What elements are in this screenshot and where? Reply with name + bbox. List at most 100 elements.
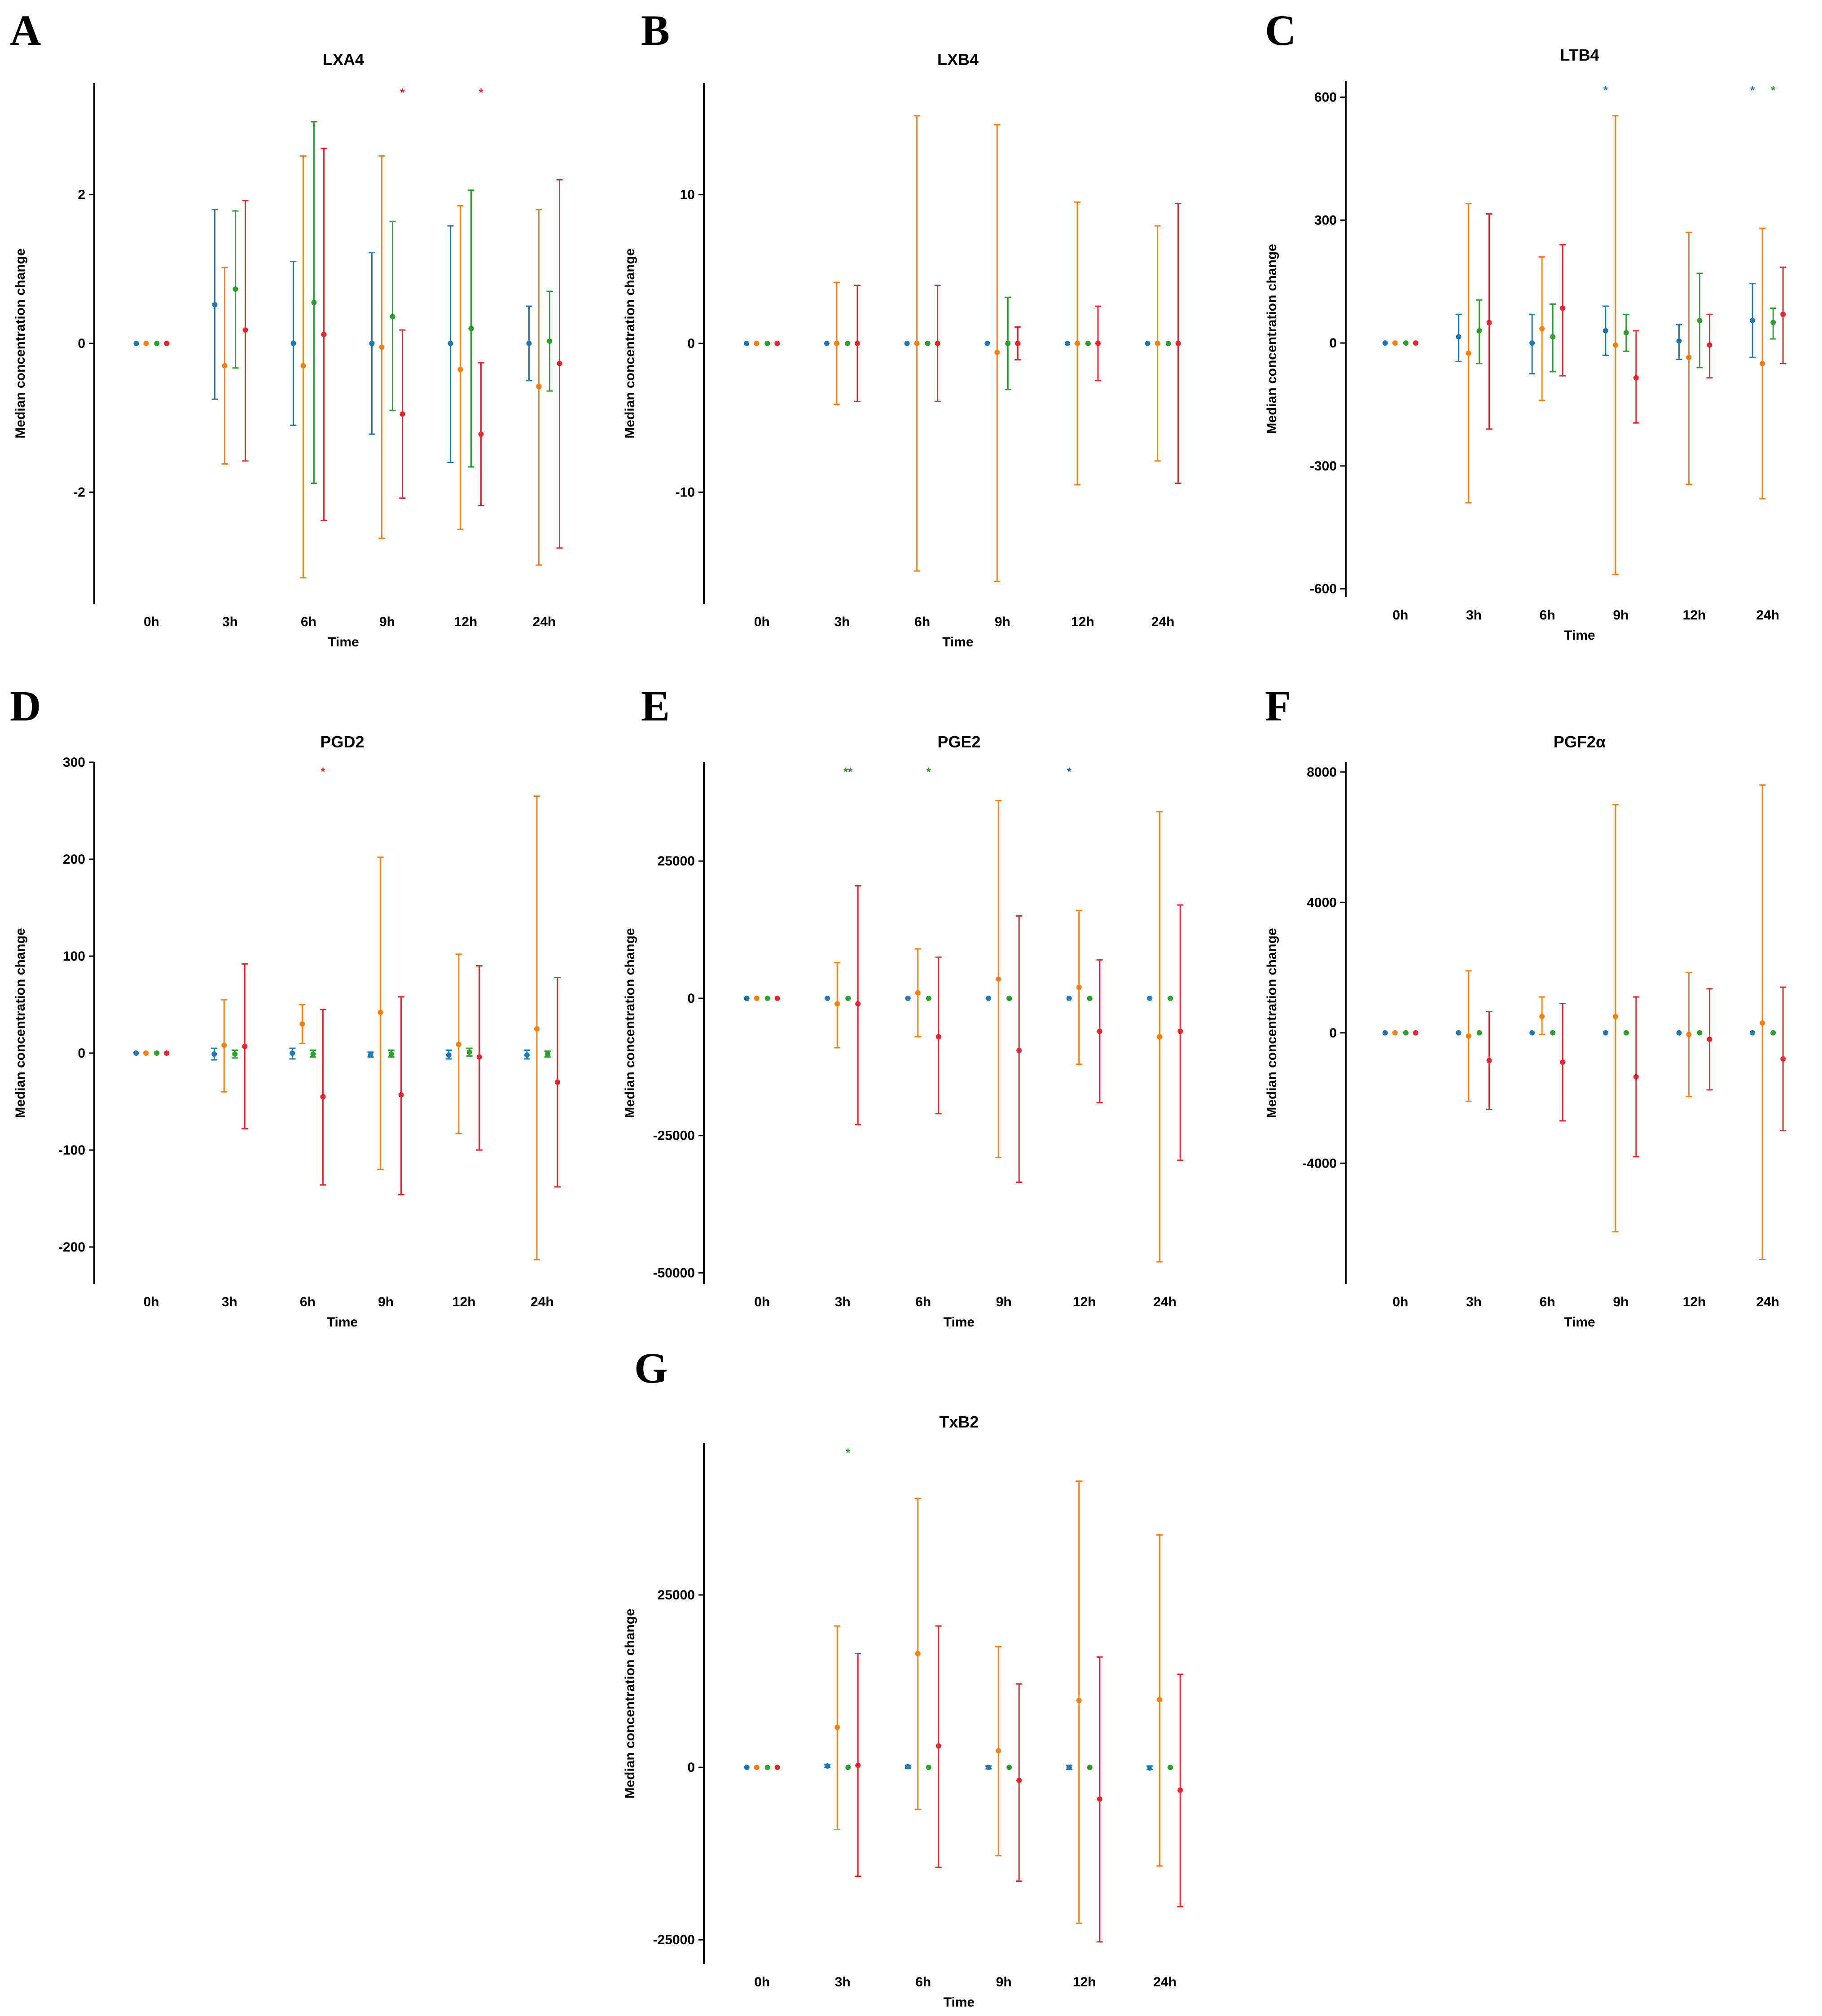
x-tick-label: 24h: [533, 615, 556, 629]
series-2: [754, 115, 1161, 582]
data-point: [242, 1043, 248, 1049]
data-point: [1087, 995, 1093, 1001]
y-tick-label: 0: [78, 1046, 85, 1061]
y-tick-label: 0: [1329, 336, 1337, 351]
data-point: [290, 341, 296, 346]
data-point: [390, 314, 395, 320]
x-tick-label: 24h: [1153, 1975, 1177, 1990]
y-tick-label: -10: [676, 485, 695, 500]
x-tick-label: 0h: [754, 1975, 770, 1990]
series-2: [143, 795, 540, 1261]
x-tick-label: 3h: [222, 615, 238, 629]
x-tick-label: 0h: [144, 1295, 159, 1309]
data-point: [1403, 340, 1409, 346]
series-3: [154, 1047, 551, 1059]
y-axis-label: Median concentration change: [623, 928, 637, 1118]
x-tick-label: 9h: [996, 1295, 1012, 1309]
data-point: [222, 363, 228, 369]
data-point: [1392, 340, 1398, 346]
data-point: [1097, 1796, 1102, 1802]
data-point: [133, 341, 139, 346]
series-4: [164, 148, 563, 549]
data-point: [1065, 341, 1070, 346]
data-point: [1612, 1014, 1618, 1019]
data-point: [1015, 341, 1021, 346]
data-point: [378, 1010, 383, 1015]
panel-letter: G: [634, 1344, 668, 1392]
data-point: [526, 341, 532, 346]
x-tick-label: 3h: [1466, 608, 1482, 623]
data-point: [133, 1050, 139, 1056]
data-point: [935, 1743, 941, 1749]
x-tick-label: 6h: [1540, 608, 1555, 623]
chart-panel-g: G TxB2 -25000 0 25000 Median concentration ch…: [623, 1344, 1184, 2010]
data-point: [211, 1051, 217, 1057]
x-axis-label: Time: [328, 635, 359, 650]
data-point: [764, 995, 770, 1001]
data-point: [1697, 1030, 1703, 1036]
data-point: [466, 1049, 472, 1055]
y-tick-label: -4000: [1302, 1156, 1337, 1171]
panel-letter: F: [1265, 682, 1291, 730]
chart-title: LXB4: [937, 50, 979, 69]
data-point: [904, 341, 910, 346]
x-tick-label: 0h: [754, 1295, 770, 1309]
data-point: [1697, 317, 1703, 323]
data-point: [212, 302, 218, 307]
data-point: [468, 325, 474, 331]
x-tick-label: 24h: [1151, 615, 1175, 629]
y-tick-label: 25000: [658, 1588, 695, 1603]
series-2: [754, 800, 1163, 1263]
chart-panel-b: B LXB4 -10 0 10 Median concentration change 0h…: [623, 6, 1181, 650]
data-point: [1145, 341, 1150, 346]
data-point: [1456, 1030, 1462, 1036]
data-point: [825, 995, 830, 1001]
data-point: [1168, 995, 1173, 1001]
data-point: [1155, 341, 1160, 346]
data-point: [824, 341, 830, 346]
x-tick-label: 9h: [378, 1295, 394, 1309]
data-point: [536, 384, 542, 390]
x-tick-label: 3h: [1466, 1295, 1482, 1309]
x-axis-label: Time: [1564, 628, 1595, 643]
y-tick-label: -2: [73, 485, 85, 500]
data-point: [744, 341, 750, 346]
data-point: [754, 995, 760, 1001]
significance-marker: *: [1750, 83, 1755, 97]
data-point: [446, 1052, 452, 1058]
x-tick-label: 9h: [379, 615, 395, 629]
data-point: [1486, 1058, 1492, 1063]
chart-panel-f: F PGF2α -4000 0 4000 8000 Median concentration…: [1264, 682, 1787, 1330]
data-point: [1413, 340, 1418, 346]
y-tick-label: 0: [78, 336, 85, 351]
chart-panel-e: E PGE2 -50000 -25000 0 25000 Median concentrat…: [623, 682, 1184, 1330]
data-point: [764, 341, 770, 346]
significance-marker: **: [843, 765, 853, 778]
y-tick-label: -300: [1310, 459, 1337, 474]
data-point: [914, 341, 920, 346]
x-tick-label: 3h: [834, 615, 850, 629]
data-point: [321, 332, 327, 338]
data-point: [478, 431, 484, 437]
data-point: [534, 1026, 540, 1032]
data-point: [1529, 1030, 1535, 1036]
series-3: [764, 296, 1171, 391]
series-1: [133, 1047, 530, 1061]
data-point: [1676, 1030, 1682, 1036]
data-point: [1392, 1030, 1398, 1036]
data-point: [154, 1050, 160, 1056]
data-point: [1602, 1030, 1608, 1036]
chart-panel-d: D PGD2 -200 -100 0 100 200 300 Median concentrat…: [10, 682, 561, 1330]
x-tick-label: 9h: [1613, 1295, 1629, 1309]
data-point: [1707, 342, 1712, 348]
y-tick-label: -200: [58, 1240, 85, 1255]
data-point: [398, 1092, 404, 1098]
data-point: [754, 1765, 760, 1770]
y-tick-label: -25000: [653, 1933, 695, 1947]
series-4: [774, 202, 1181, 484]
data-point: [1165, 341, 1171, 346]
series-3: [1403, 272, 1777, 373]
x-tick-label: 6h: [915, 1975, 931, 1990]
x-tick-label: 0h: [754, 615, 770, 629]
